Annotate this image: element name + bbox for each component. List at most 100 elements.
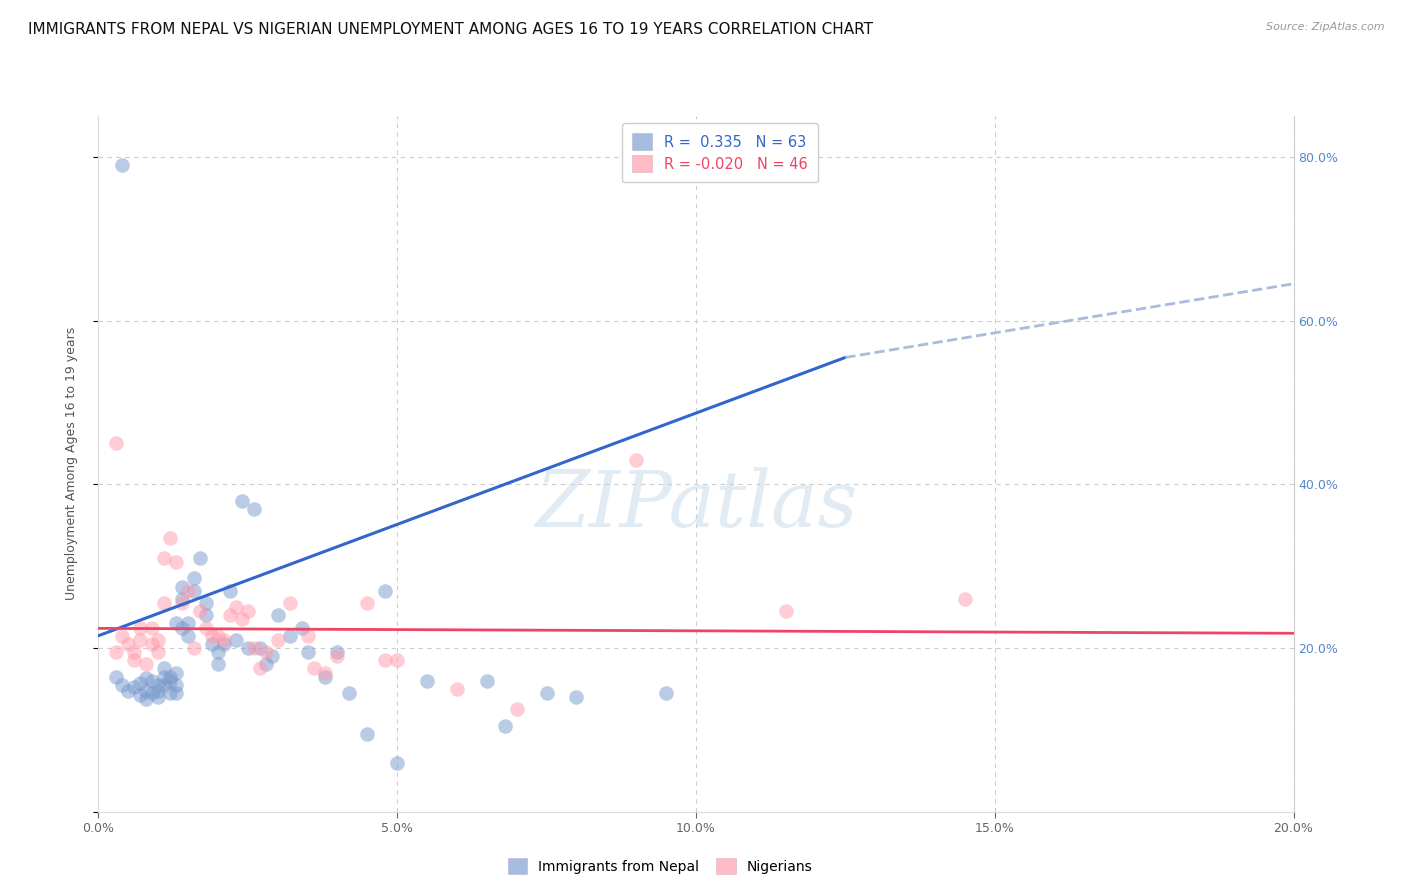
- Point: [278, 596, 301, 610]
- Point: [141, 637, 163, 651]
- Point: [177, 629, 200, 643]
- Point: [953, 591, 976, 606]
- Point: [105, 645, 128, 659]
- Point: [212, 637, 235, 651]
- Point: [172, 621, 194, 635]
- Point: [141, 673, 163, 688]
- Point: [201, 637, 224, 651]
- Point: [117, 637, 139, 651]
- Point: [153, 661, 176, 675]
- Point: [141, 686, 163, 700]
- Point: [135, 657, 157, 672]
- Point: [165, 678, 187, 692]
- Point: [111, 629, 134, 643]
- Point: [267, 608, 290, 623]
- Point: [297, 645, 319, 659]
- Point: [315, 665, 337, 680]
- Point: [177, 583, 200, 598]
- Point: [195, 621, 218, 635]
- Point: [326, 645, 349, 659]
- Point: [219, 583, 242, 598]
- Point: [385, 756, 409, 770]
- Point: [188, 551, 211, 566]
- Point: [231, 493, 253, 508]
- Point: [165, 616, 187, 631]
- Point: [135, 691, 157, 706]
- Point: [254, 645, 277, 659]
- Point: [141, 621, 163, 635]
- Point: [159, 531, 181, 545]
- Point: [129, 689, 152, 703]
- Point: [148, 690, 170, 705]
- Point: [278, 629, 301, 643]
- Point: [172, 580, 194, 594]
- Point: [159, 670, 181, 684]
- Point: [153, 670, 176, 684]
- Point: [159, 673, 181, 688]
- Point: [148, 645, 170, 659]
- Point: [153, 551, 176, 566]
- Point: [124, 645, 146, 659]
- Point: [177, 616, 200, 631]
- Point: [475, 673, 498, 688]
- Point: [775, 604, 797, 618]
- Point: [267, 632, 290, 647]
- Point: [374, 583, 396, 598]
- Point: [165, 686, 187, 700]
- Point: [195, 608, 218, 623]
- Point: [536, 686, 558, 700]
- Point: [249, 640, 271, 655]
- Point: [494, 719, 516, 733]
- Point: [129, 632, 152, 647]
- Point: [172, 591, 194, 606]
- Point: [195, 596, 218, 610]
- Point: [297, 629, 319, 643]
- Point: [153, 596, 176, 610]
- Point: [326, 649, 349, 664]
- Point: [315, 670, 337, 684]
- Point: [506, 702, 529, 716]
- Point: [207, 629, 229, 643]
- Point: [249, 661, 271, 675]
- Point: [225, 600, 247, 615]
- Point: [243, 501, 266, 516]
- Point: [165, 665, 187, 680]
- Point: [153, 678, 176, 692]
- Point: [124, 681, 146, 695]
- Point: [148, 683, 170, 698]
- Point: [219, 608, 242, 623]
- Y-axis label: Unemployment Among Ages 16 to 19 years: Unemployment Among Ages 16 to 19 years: [65, 327, 77, 600]
- Point: [446, 681, 468, 696]
- Point: [243, 640, 266, 655]
- Point: [129, 621, 152, 635]
- Point: [183, 571, 205, 585]
- Point: [183, 583, 205, 598]
- Point: [148, 678, 170, 692]
- Text: Source: ZipAtlas.com: Source: ZipAtlas.com: [1267, 22, 1385, 32]
- Point: [172, 596, 194, 610]
- Point: [356, 727, 378, 741]
- Point: [291, 621, 314, 635]
- Point: [183, 640, 205, 655]
- Point: [105, 436, 128, 450]
- Point: [207, 645, 229, 659]
- Point: [302, 661, 325, 675]
- Point: [339, 686, 360, 700]
- Point: [565, 690, 588, 705]
- Text: ZIPatlas: ZIPatlas: [534, 467, 858, 544]
- Point: [117, 683, 139, 698]
- Point: [626, 452, 648, 467]
- Point: [201, 629, 224, 643]
- Point: [111, 158, 134, 172]
- Point: [231, 612, 253, 626]
- Point: [165, 555, 187, 569]
- Point: [207, 657, 229, 672]
- Point: [655, 686, 678, 700]
- Point: [374, 653, 396, 667]
- Point: [260, 649, 283, 664]
- Point: [111, 678, 134, 692]
- Point: [129, 676, 152, 690]
- Point: [105, 670, 128, 684]
- Legend: Immigrants from Nepal, Nigerians: Immigrants from Nepal, Nigerians: [501, 851, 820, 881]
- Point: [212, 632, 235, 647]
